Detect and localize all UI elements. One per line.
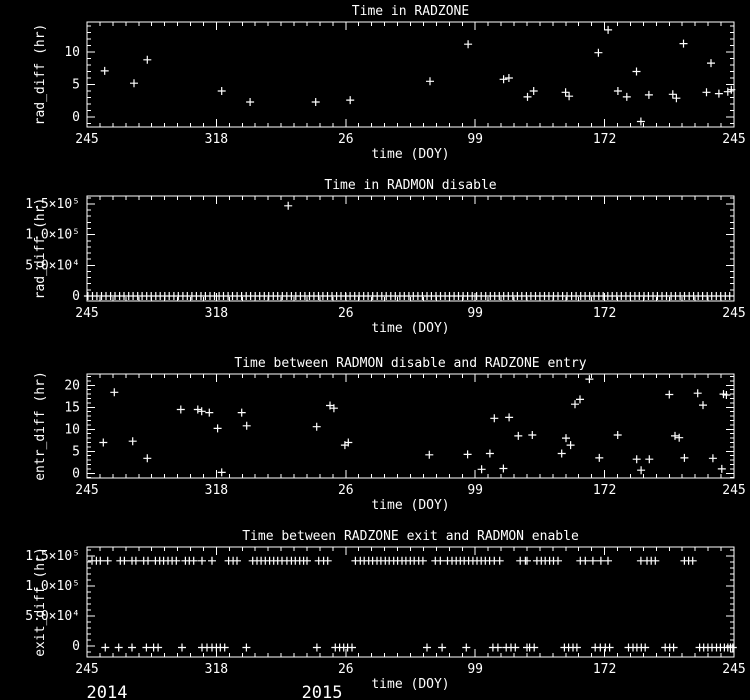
x-tick-label: 26 xyxy=(338,132,354,147)
panel-title: Time in RADMON disable xyxy=(324,178,496,193)
y-tick-label: 1.0×10⁵ xyxy=(25,228,80,243)
x-tick-label: 245 xyxy=(75,306,98,321)
y-tick-label: 0 xyxy=(72,466,80,481)
x-tick-label: 318 xyxy=(205,662,228,677)
year-label: 2015 xyxy=(302,683,343,700)
x-axis-label: time (DOY) xyxy=(371,321,449,336)
y-tick-label: 1.5×10⁵ xyxy=(25,197,80,212)
plot-canvas: Time in RADZONE 0 5 10 245 318 26 99 172 245 time … xyxy=(33,4,746,162)
x-tick-label: 99 xyxy=(467,132,483,147)
x-tick-label: 26 xyxy=(338,483,354,498)
plot-canvas: Time between RADZONE exit and RADMON ena… xyxy=(25,529,746,700)
x-axis-label: time (DOY) xyxy=(371,498,449,513)
x-tick-label: 318 xyxy=(205,483,228,498)
x-axis-label: time (DOY) xyxy=(371,677,449,692)
x-tick-label: 245 xyxy=(722,483,745,498)
x-tick-label: 99 xyxy=(467,306,483,321)
scatter-markers xyxy=(99,375,731,477)
y-axis-label: rad_diff (hr) xyxy=(33,24,48,126)
x-tick-label: 245 xyxy=(75,132,98,147)
year-label: 2014 xyxy=(87,683,128,700)
panel-title: Time between RADMON disable and RADZONE … xyxy=(234,356,586,371)
y-tick-label: 0 xyxy=(72,639,80,654)
panel-radmon-disable-to-radzone-entry: Time between RADMON disable and RADZONE … xyxy=(0,350,750,525)
x-tick-label: 245 xyxy=(722,662,745,677)
x-tick-label: 172 xyxy=(593,483,616,498)
x-tick-label: 245 xyxy=(722,132,745,147)
x-tick-label: 245 xyxy=(722,306,745,321)
plot-box xyxy=(86,195,735,302)
axis-ticks xyxy=(86,22,735,127)
panel-title: Time between RADZONE exit and RADMON ena… xyxy=(242,529,579,544)
y-axis-label: rad_diff (hr) xyxy=(33,198,48,300)
x-tick-label: 245 xyxy=(75,662,98,677)
panel-time-in-radzone: Time in RADZONE 0 5 10 245 318 26 99 172 245 time … xyxy=(0,0,750,175)
y-tick-label: 5.0×10⁴ xyxy=(25,258,80,273)
y-axis-label: entr_diff (hr) xyxy=(33,371,48,481)
x-tick-label: 245 xyxy=(75,483,98,498)
y-tick-label: 1.5×10⁵ xyxy=(25,549,80,564)
axis-ticks xyxy=(86,547,735,657)
scatter-markers xyxy=(88,556,737,652)
y-tick-label: 0 xyxy=(72,110,80,125)
y-tick-label: 1.0×10⁵ xyxy=(25,579,80,594)
x-tick-label: 172 xyxy=(593,662,616,677)
scatter-markers xyxy=(83,201,734,300)
scatter-markers xyxy=(100,25,736,126)
x-tick-label: 172 xyxy=(593,306,616,321)
y-tick-label: 5.0×10⁴ xyxy=(25,609,80,624)
x-tick-label: 99 xyxy=(467,483,483,498)
x-tick-label: 26 xyxy=(338,662,354,677)
x-tick-label: 318 xyxy=(205,132,228,147)
y-tick-label: 20 xyxy=(64,378,80,393)
panel-time-in-radmon-disable: Time in RADMON disable 0 5.0×10⁴ 1.0×10⁵ 1.5… xyxy=(0,175,750,350)
x-tick-label: 172 xyxy=(593,132,616,147)
y-axis-label: exit_diff (hr) xyxy=(33,547,48,657)
plot-canvas: Time between RADMON disable and RADZONE … xyxy=(33,356,746,513)
x-tick-label: 26 xyxy=(338,306,354,321)
y-tick-label: 5 xyxy=(72,78,80,93)
y-tick-label: 5 xyxy=(72,444,80,459)
y-tick-label: 10 xyxy=(64,45,80,60)
x-axis-label: time (DOY) xyxy=(371,147,449,162)
y-tick-label: 10 xyxy=(64,422,80,437)
axis-ticks xyxy=(86,196,735,301)
x-tick-label: 318 xyxy=(205,306,228,321)
y-tick-label: 0 xyxy=(72,289,80,304)
y-tick-label: 15 xyxy=(64,400,80,415)
panel-title: Time in RADZONE xyxy=(352,4,469,19)
x-tick-label: 99 xyxy=(467,662,483,677)
panel-radzone-exit-to-radmon-enable: Time between RADZONE exit and RADMON ena… xyxy=(0,525,750,700)
axis-ticks xyxy=(86,374,735,479)
plot-canvas: Time in RADMON disable 0 5.0×10⁴ 1.0×10⁵ 1.5… xyxy=(25,178,746,336)
